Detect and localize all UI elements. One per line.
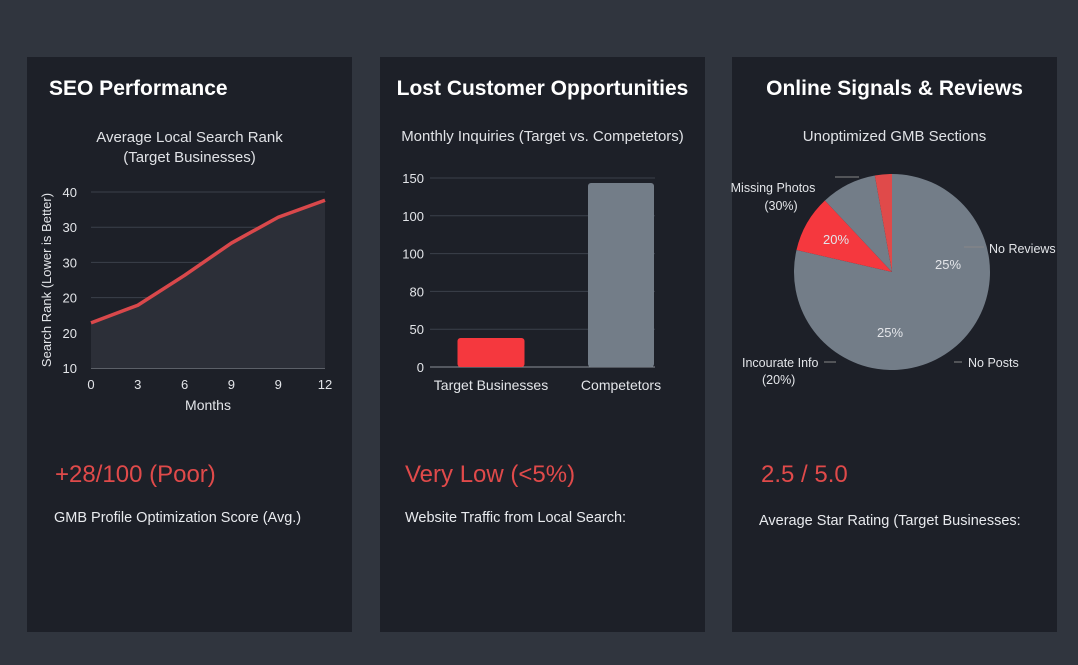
slice-label: 25% (935, 257, 961, 272)
y-tick-label: 30 (63, 255, 77, 270)
x-tick-label: 3 (134, 377, 141, 392)
y-tick-label: 50 (410, 322, 424, 337)
y-tick-label: 80 (410, 284, 424, 299)
lost-opportunities-panel: Lost Customer Opportunities Monthly Inqu… (380, 57, 705, 632)
y-tick-label: 150 (402, 171, 424, 186)
pie-slice (874, 174, 892, 272)
callout-no-posts: No Posts (968, 356, 1019, 370)
bar (588, 183, 654, 367)
y-tick-label: 30 (63, 220, 77, 235)
panel-title: Lost Customer Opportunities (396, 77, 689, 100)
callout-inaccurate-info: Incourate Info (742, 356, 818, 370)
y-tick-label: 20 (63, 291, 77, 306)
chart-subtitle: (Target Businesses) (123, 149, 256, 166)
pie-slice (824, 175, 892, 272)
chart-title: Unoptimized GMB Sections (802, 128, 987, 145)
seo-performance-panel: SEO Performance Average Local Search Ran… (27, 57, 352, 632)
y-tick-label: 100 (402, 247, 424, 262)
callout-missing-photos-pct: (30%) (764, 199, 797, 213)
slice-label: 20% (823, 232, 849, 247)
y-tick-label: 20 (63, 326, 77, 341)
gmb-score-value: +28/100 (Poor) (55, 461, 216, 488)
chart-title: Average Local Search Rank (96, 129, 283, 146)
y-tick-label: 100 (402, 209, 424, 224)
x-tick-label: 6 (181, 377, 188, 392)
callout-no-reviews: No Reviews (989, 242, 1056, 256)
monthly-inquiries-chart: 150 100 100 80 50 0 Target Businesses Competeto… (402, 171, 661, 393)
panel-title: SEO Performance (49, 77, 228, 100)
star-rating-label: Average Star Rating (Target Businesses: (759, 513, 1021, 529)
star-rating-value: 2.5 / 5.0 (761, 461, 848, 488)
x-category-label: Target Businesses (434, 377, 548, 393)
y-tick-label: 40 (63, 185, 77, 200)
x-tick-label: 9 (228, 377, 235, 392)
x-category-label: Competetors (581, 377, 661, 393)
pie-slice (794, 174, 990, 371)
bar (457, 338, 525, 367)
y-tick-label: 10 (63, 361, 77, 376)
chart-title: Monthly Inquiries (Target vs. Competetor… (401, 128, 684, 145)
gmb-score-label: GMB Profile Optimization Score (Avg.) (54, 510, 302, 526)
y-axis-label: Search Rank (Lower is Better) (39, 193, 54, 367)
rank-line (90, 198, 326, 325)
gmb-sections-pie: 25% 20% 25% Missing Photos (30%) No Reviews In… (731, 174, 1056, 387)
callout-missing-photos: Missing Photos (731, 181, 816, 195)
slice-label: 25% (877, 325, 903, 340)
traffic-label: Website Traffic from Local Search: (405, 510, 627, 526)
x-tick-label: 0 (87, 377, 94, 392)
pie-slice (796, 200, 892, 272)
area-fill (91, 200, 325, 368)
x-tick-label: 9 (275, 377, 282, 392)
x-axis-label: Months (185, 397, 231, 413)
callout-inaccurate-pct: (20%) (762, 373, 795, 387)
x-tick-label: 12 (318, 377, 332, 392)
panel-title: Online Signals & Reviews (766, 77, 1023, 100)
traffic-value: Very Low (<5%) (405, 461, 576, 488)
search-rank-chart: 40 30 30 20 20 10 0 3 6 9 9 12 Months Search Rank (Lo… (39, 185, 332, 413)
online-signals-panel: Online Signals & Reviews Unoptimized GMB… (731, 57, 1057, 632)
y-tick-label: 0 (417, 360, 424, 375)
